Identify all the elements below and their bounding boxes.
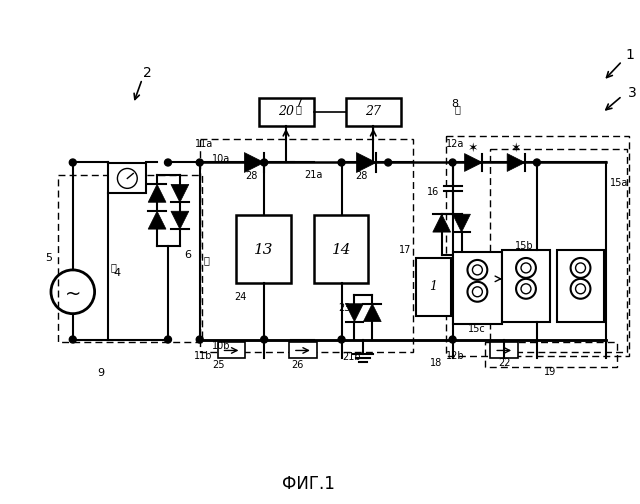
Circle shape [69,159,76,166]
Text: 〜: 〜 [111,262,116,272]
Bar [452,252,502,324]
Text: 12a: 12a [446,139,465,149]
Polygon shape [171,211,189,229]
Bar [346,98,401,125]
Circle shape [260,336,268,343]
Text: ✶: ✶ [511,142,522,155]
Text: 21a: 21a [305,170,323,180]
Bar [416,258,451,316]
Text: 25: 25 [212,360,225,370]
Text: 14: 14 [332,243,351,257]
Circle shape [449,159,456,166]
Polygon shape [171,184,189,202]
Bar [218,343,245,358]
Text: 17: 17 [399,245,411,255]
Text: 28: 28 [245,171,257,181]
Polygon shape [356,153,376,172]
Circle shape [338,336,345,343]
Circle shape [69,336,76,343]
Text: 5: 5 [45,253,52,263]
Text: 6: 6 [184,250,191,260]
Bar [490,149,627,352]
Text: 1: 1 [429,280,436,293]
Bar [236,215,291,283]
Bar [485,342,617,367]
Text: 20: 20 [278,105,294,118]
Polygon shape [244,153,264,172]
Text: 〜: 〜 [454,104,461,114]
Polygon shape [433,214,451,232]
Text: 〜: 〜 [204,255,210,265]
Text: 8: 8 [451,99,458,109]
Text: 15a: 15a [610,178,628,188]
Text: 22: 22 [498,358,511,368]
Bar [200,139,413,352]
Text: 7: 7 [295,98,303,108]
Bar [490,343,518,358]
Polygon shape [364,304,381,322]
Text: 24: 24 [234,292,247,302]
Bar [58,175,202,343]
Text: 〜: 〜 [296,104,302,114]
Polygon shape [148,184,166,202]
Text: ✶: ✶ [468,142,479,155]
Text: 2: 2 [143,66,152,80]
Text: 27: 27 [365,105,381,118]
Text: 18: 18 [429,358,442,368]
Polygon shape [148,211,166,229]
Text: 3: 3 [628,86,637,100]
Text: 16: 16 [426,187,438,198]
Bar [314,215,368,283]
Circle shape [260,159,268,166]
Polygon shape [465,154,483,171]
Text: 11b: 11b [195,351,213,361]
Polygon shape [346,304,364,322]
Text: 26: 26 [292,360,304,370]
Circle shape [533,159,540,166]
Text: 19: 19 [543,367,556,377]
Circle shape [385,159,392,166]
Text: 11a: 11a [195,139,213,149]
Text: 10b: 10b [212,342,230,351]
Text: ~: ~ [65,284,81,303]
Text: 1: 1 [625,48,634,62]
Bar [557,250,604,322]
Text: 9: 9 [97,368,104,379]
Circle shape [338,159,345,166]
Text: 23: 23 [338,303,351,312]
Circle shape [164,336,172,343]
Circle shape [164,159,172,166]
Text: 12b: 12b [446,351,465,361]
Bar [289,343,317,358]
Text: 28: 28 [355,171,367,181]
Bar [445,136,629,356]
Text: ФИГ.1: ФИГ.1 [282,475,335,493]
Text: 21b: 21b [342,352,361,362]
Bar [259,98,314,125]
Circle shape [196,159,203,166]
Bar [109,163,146,194]
Circle shape [449,336,456,343]
Text: 15c: 15c [468,324,485,334]
Text: 13: 13 [255,243,274,257]
Circle shape [196,336,203,343]
Text: 10a: 10a [212,154,230,163]
Text: 4: 4 [114,268,121,278]
Text: 15b: 15b [515,241,533,251]
Polygon shape [507,154,525,171]
Bar [502,250,550,322]
Polygon shape [452,214,470,232]
